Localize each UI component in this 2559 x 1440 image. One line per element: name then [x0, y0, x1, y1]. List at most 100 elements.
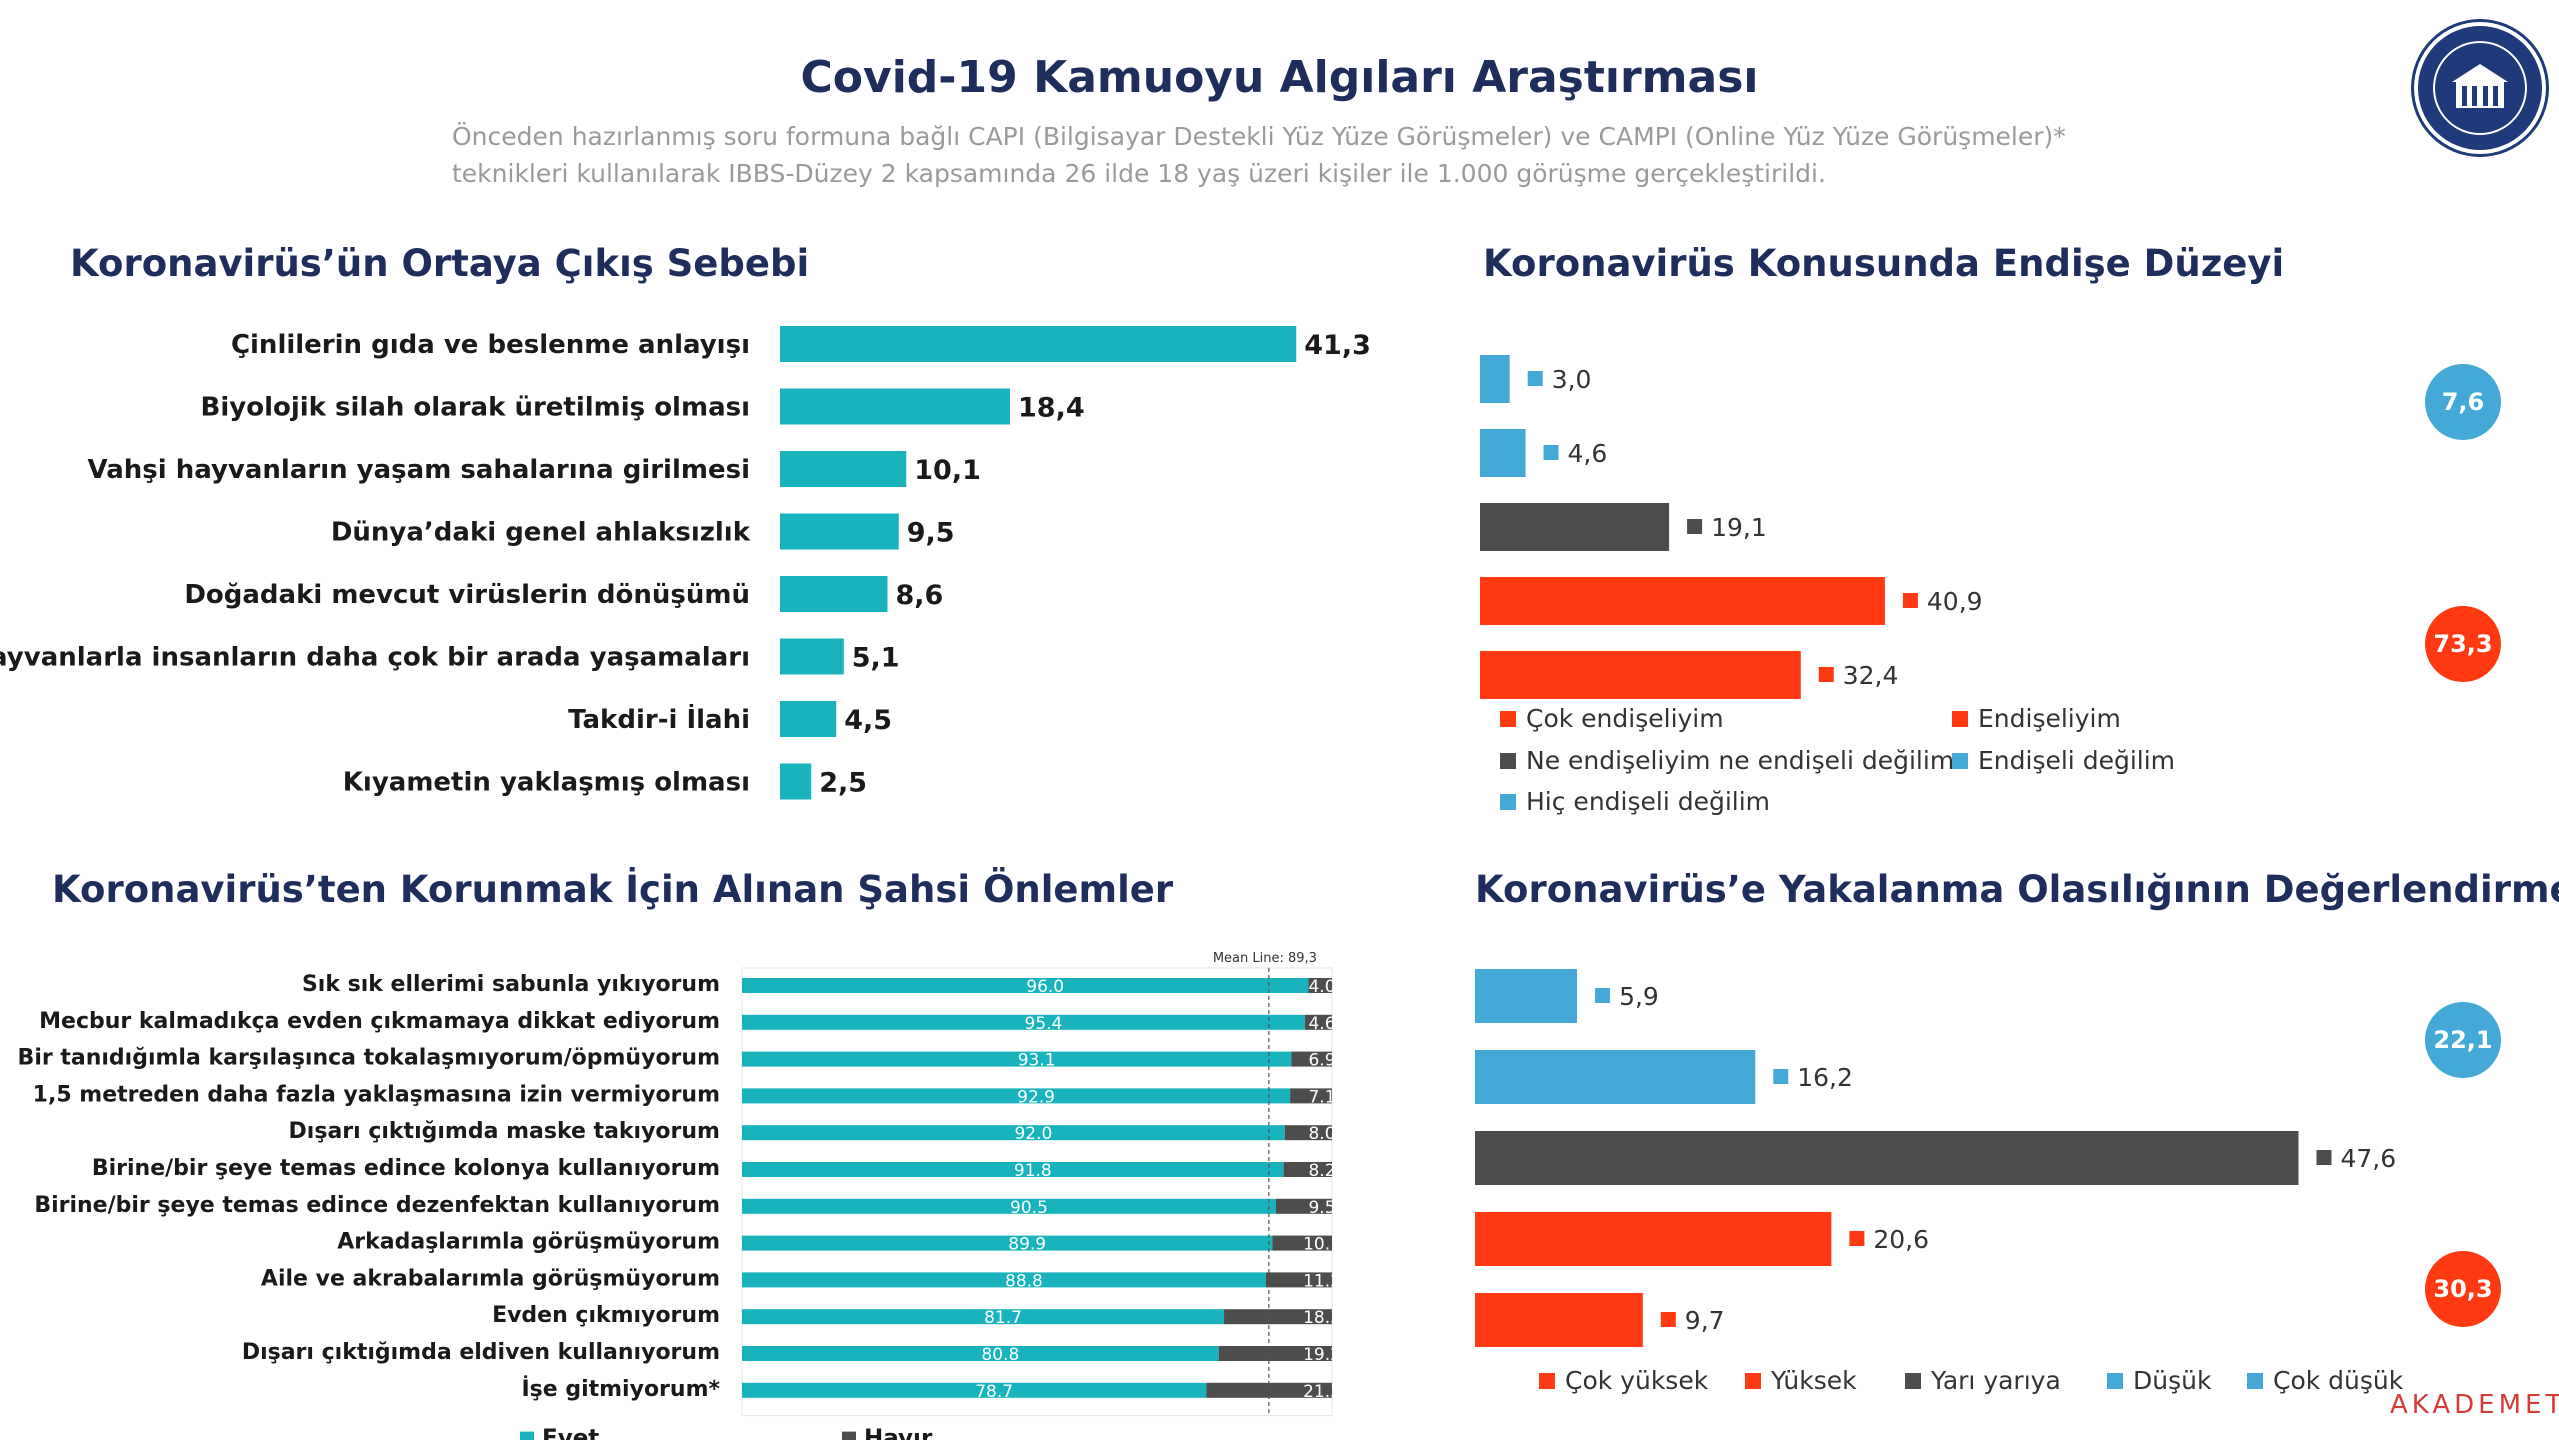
bar — [780, 576, 888, 612]
category-label: Arkadaşlarımla görüşmüyorum — [337, 1230, 720, 1255]
legend-label: Çok endişeliyim — [1526, 704, 1724, 733]
label-marker — [1849, 1231, 1865, 1246]
bar — [1475, 1131, 2299, 1185]
data-label-evet: 78.7 — [975, 1382, 1013, 1402]
data-label-evet: 92.0 — [1014, 1124, 1052, 1144]
bar — [1480, 651, 1801, 699]
data-label-hayir: 9.5 — [1308, 1198, 1335, 1218]
bar — [1475, 1050, 1756, 1104]
legend-label: Hiç endişeli değilim — [1526, 787, 1771, 816]
bar — [780, 763, 812, 800]
data-label: 47,6 — [2340, 1144, 2396, 1173]
bar — [1480, 503, 1670, 551]
bar — [1475, 969, 1578, 1023]
category-label: Birine/bir şeye temas edince dezenfektan… — [34, 1193, 720, 1218]
legend-item: Çok endişeliyim — [1500, 704, 1724, 733]
measures-stacked-chart: Sık sık ellerimi sabunla yıkıyorum 96.0 4.… — [18, 951, 1341, 1440]
data-label: 19,1 — [1711, 513, 1767, 542]
category-label: Birine/bir şeye temas edince kolonya kul… — [92, 1156, 720, 1181]
data-label: 5,9 — [1619, 982, 1659, 1011]
data-label-hayir: 8.2 — [1308, 1161, 1335, 1181]
category-label: Takdir-i İlahi — [568, 703, 750, 735]
category-label: Bir tanıdığımla karşılaşınca tokalaşmıyo… — [18, 1046, 720, 1071]
legend-label: Yüksek — [1771, 1366, 1857, 1395]
bar — [1480, 355, 1510, 403]
bar — [1475, 1293, 1643, 1347]
legend-swatch — [842, 1431, 856, 1440]
legend-swatch — [1539, 1372, 1555, 1389]
label-marker — [1902, 593, 1918, 608]
bar — [780, 701, 837, 737]
data-label-evet: 96.0 — [1026, 977, 1064, 997]
legend-swatch — [2107, 1372, 2123, 1389]
data-label-evet: 88.8 — [1005, 1271, 1043, 1291]
legend-label: Çok düşük — [2273, 1366, 2404, 1395]
data-label: 18,4 — [1018, 393, 1085, 424]
category-label: Sık sık ellerimi sabunla yıkıyorum — [302, 972, 720, 997]
data-label-hayir: 8.0 — [1308, 1124, 1335, 1144]
bar — [780, 513, 899, 550]
label-marker — [1543, 445, 1559, 460]
data-label: 4,6 — [1568, 439, 1608, 468]
section-title-emergence-cause: Koronavirüs’ün Ortaya Çıkış Sebebi — [70, 242, 810, 285]
label-marker — [2316, 1150, 2332, 1165]
bar-hayir — [1265, 1272, 1332, 1288]
legend-swatch — [1500, 710, 1516, 727]
bar — [1475, 1212, 1832, 1266]
category-label: Dışarı çıktığımda eldiven kullanıyorum — [242, 1340, 720, 1365]
data-label: 9,7 — [1685, 1306, 1725, 1335]
data-label-hayir: 7.1 — [1308, 1087, 1335, 1107]
cause-bar-chart: Çinlilerin gıda ve beslenme anlayışı 41,3… — [0, 326, 1371, 800]
legend-item: Ne endişeliyim ne endişeli değilim — [1500, 746, 1954, 775]
bar-hayir — [1275, 1198, 1332, 1214]
section-title-personal-measures: Koronavirüs’ten Korunmak İçin Alınan Şah… — [52, 868, 1174, 911]
bar — [780, 326, 1297, 362]
legend-label: Evet — [542, 1426, 599, 1440]
data-label: 16,2 — [1797, 1063, 1853, 1092]
legend-item: Hiç endişeli değilim — [1500, 787, 1770, 816]
legend-label: Endişeli değilim — [1978, 746, 2176, 775]
legend-label: Düşük — [2133, 1366, 2212, 1395]
category-label: Çinlilerin gıda ve beslenme anlayışı — [231, 330, 750, 360]
data-label-hayir: 18.3 — [1303, 1308, 1341, 1328]
bar — [780, 388, 1010, 425]
data-label-evet: 93.1 — [1018, 1051, 1056, 1071]
bar — [1480, 429, 1526, 477]
bar-hayir — [1291, 1051, 1332, 1067]
section-title-infection-likelihood: Koronavirüs’e Yakalanma Olasılığının Değ… — [1475, 868, 2559, 911]
bar — [780, 451, 907, 487]
plot-area — [741, 967, 1333, 1417]
legend-label: Ne endişeliyim ne endişeli değilim — [1526, 746, 1955, 775]
bar-hayir — [1304, 1014, 1332, 1030]
brand-logo: AKADEMETRE — [2390, 1390, 2559, 1420]
data-label-evet: 80.8 — [981, 1345, 1019, 1365]
label-marker — [1660, 1312, 1676, 1327]
data-label-hayir: 19.2 — [1303, 1345, 1341, 1365]
bar-hayir — [1284, 1125, 1332, 1141]
category-label: Aile ve akrabalarımla görüşmüyorum — [261, 1266, 720, 1291]
bar-evet — [742, 1272, 1266, 1288]
legend-swatch — [1952, 752, 1968, 769]
data-label: 8,6 — [896, 580, 944, 611]
legend-swatch — [1905, 1372, 1921, 1389]
concern-bar-chart: 3,0 4,6 19,1 40,9 32,4 — [1480, 355, 1983, 699]
legend-label: Endişeliyim — [1978, 704, 2121, 733]
bar-hayir — [1308, 978, 1332, 993]
category-label: Evden çıkmıyorum — [492, 1303, 720, 1328]
category-label: Dışarı çıktığımda maske takıyorum — [289, 1119, 720, 1144]
bar — [780, 638, 844, 675]
data-label-hayir: 21.3 — [1303, 1382, 1341, 1402]
bar-evet — [742, 1346, 1219, 1361]
subtitle-line-2: teknikleri kullanılarak IBBS-Düzey 2 kap… — [452, 159, 1826, 188]
label-marker — [1773, 1069, 1789, 1084]
category-label: Doğadaki mevcut virüslerin dönüşümü — [184, 580, 750, 610]
category-label: Biyolojik silah olarak üretilmiş olması — [201, 393, 750, 423]
label-marker — [1595, 988, 1611, 1003]
data-label: 40,9 — [1927, 587, 1983, 616]
label-marker — [1527, 371, 1543, 386]
data-label: 3,0 — [1552, 365, 1592, 394]
bar-evet — [742, 1235, 1273, 1251]
bar-hayir — [1283, 1162, 1332, 1177]
category-label: Hayvanlarla insanların daha çok bir arad… — [0, 643, 750, 673]
data-label: 5,1 — [852, 643, 900, 674]
